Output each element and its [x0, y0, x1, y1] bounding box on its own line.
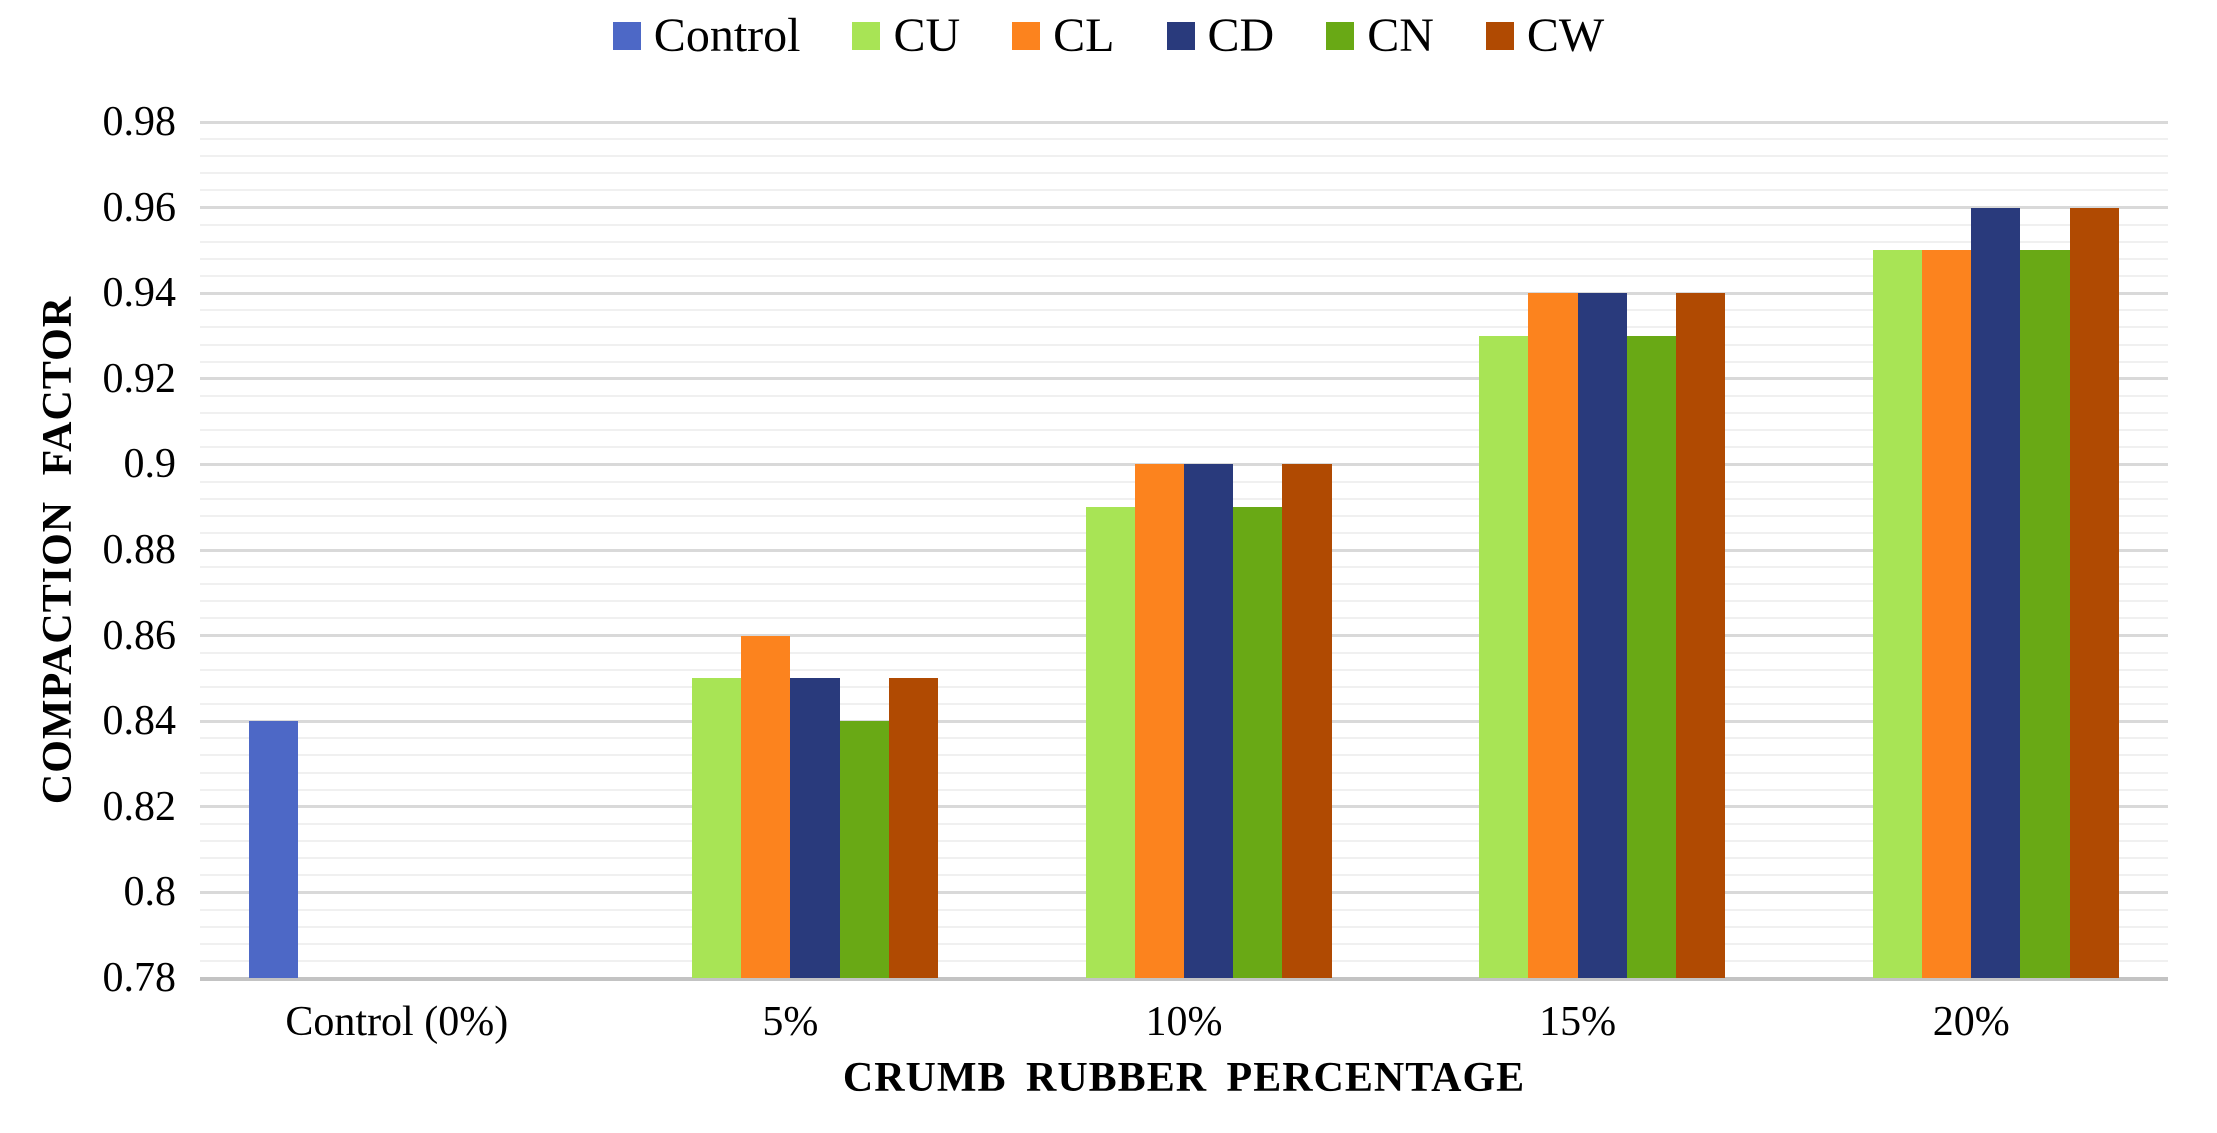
y-tick-label: 0.88 — [102, 527, 177, 573]
legend-swatch-icon — [1166, 22, 1195, 50]
gridline-minor — [200, 446, 2168, 449]
gridline-minor — [200, 275, 2168, 278]
gridline-major — [200, 291, 2168, 295]
bar-cn-20- — [2020, 250, 2070, 978]
bar-cd-5- — [790, 678, 840, 978]
bar-control-control-0- — [249, 721, 299, 978]
legend-label: CL — [1053, 9, 1115, 62]
x-tick-label: 10% — [1145, 999, 1223, 1045]
y-axis-tick-labels: 0.98 0.96 0.94 0.92 0.9 0.88 0.86 0.84 0.82 0.8 0.… — [0, 100, 177, 1000]
legend-item-cu: CU — [852, 4, 960, 68]
gridline-minor — [200, 429, 2168, 432]
legend-item-cw: CW — [1485, 4, 1605, 68]
bar-cw-10- — [1282, 464, 1332, 978]
y-tick-label: 0.94 — [102, 270, 177, 317]
y-tick-label: 0.9 — [123, 441, 177, 488]
y-tick-label: 0.98 — [102, 99, 177, 145]
legend-item-control: Control — [612, 4, 801, 68]
bar-cl-5- — [741, 635, 791, 978]
legend-label: CD — [1207, 9, 1275, 62]
gridline-minor — [200, 223, 2168, 226]
gridline-minor — [200, 412, 2168, 415]
gridline-minor — [200, 189, 2168, 192]
bar-cn-15- — [1626, 336, 1676, 978]
legend-swatch-icon — [612, 22, 641, 50]
x-axis-tick-labels: Control (0%) 5% 10% 15% 20% — [200, 998, 2168, 1048]
gridline-major — [200, 462, 2168, 466]
legend-item-cd: CD — [1166, 4, 1275, 68]
legend-swatch-icon — [852, 22, 881, 50]
bar-cw-20- — [2069, 207, 2119, 978]
x-tick-label: 20% — [1932, 999, 2010, 1045]
x-tick-label: Control (0%) — [285, 999, 509, 1045]
gridline-major — [200, 206, 2168, 210]
bar-cd-10- — [1184, 464, 1234, 978]
gridline-minor — [200, 155, 2168, 158]
bar-cu-15- — [1479, 336, 1529, 978]
gridline-minor — [200, 394, 2168, 397]
legend-swatch-icon — [1012, 22, 1041, 50]
legend-label: CN — [1367, 9, 1434, 62]
y-tick-label: 0.96 — [102, 184, 177, 231]
gridline-minor — [200, 360, 2168, 363]
gridline-minor — [200, 309, 2168, 312]
legend-item-cn: CN — [1326, 4, 1434, 68]
bar-cn-10- — [1233, 507, 1283, 978]
bar-cl-10- — [1134, 464, 1184, 978]
bar-cl-15- — [1528, 293, 1578, 978]
bar-cd-20- — [1971, 207, 2021, 978]
x-tick-label: 5% — [762, 999, 819, 1045]
gridline-minor — [200, 257, 2168, 260]
legend-label: Control — [653, 9, 801, 62]
bar-cu-10- — [1085, 507, 1135, 978]
gridline-major — [200, 120, 2168, 124]
bar-cd-15- — [1577, 293, 1627, 978]
plot-area — [200, 120, 2168, 981]
y-tick-label: 0.92 — [102, 355, 177, 402]
gridline-major — [200, 377, 2168, 381]
gridline-minor — [200, 240, 2168, 243]
legend-swatch-icon — [1326, 22, 1355, 50]
legend-label: CU — [893, 9, 961, 62]
y-tick-label: 0.8 — [123, 869, 177, 916]
chart-legend: Control CU CL CD CN CW — [0, 4, 2217, 68]
y-tick-label: 0.78 — [102, 955, 177, 1001]
gridline-minor — [200, 326, 2168, 329]
legend-label: CW — [1526, 9, 1605, 62]
y-tick-label: 0.82 — [102, 783, 177, 830]
x-axis-title: CRUMB RUBBER PERCENTAGE — [842, 1055, 1526, 1101]
legend-item-cl: CL — [1012, 4, 1115, 68]
gridline-minor — [200, 138, 2168, 141]
bar-cl-20- — [1922, 250, 1972, 978]
x-tick-label: 15% — [1539, 999, 1617, 1045]
gridline-minor — [200, 343, 2168, 346]
legend-swatch-icon — [1485, 22, 1514, 50]
bar-cw-5- — [888, 678, 938, 978]
bar-cw-15- — [1676, 293, 1726, 978]
bar-cu-5- — [692, 678, 742, 978]
gridline-minor — [200, 172, 2168, 175]
y-tick-label: 0.84 — [102, 698, 177, 745]
bar-cu-20- — [1872, 250, 1922, 978]
x-axis-line — [200, 977, 2168, 981]
bar-cn-5- — [839, 721, 889, 978]
y-tick-label: 0.86 — [102, 612, 177, 659]
